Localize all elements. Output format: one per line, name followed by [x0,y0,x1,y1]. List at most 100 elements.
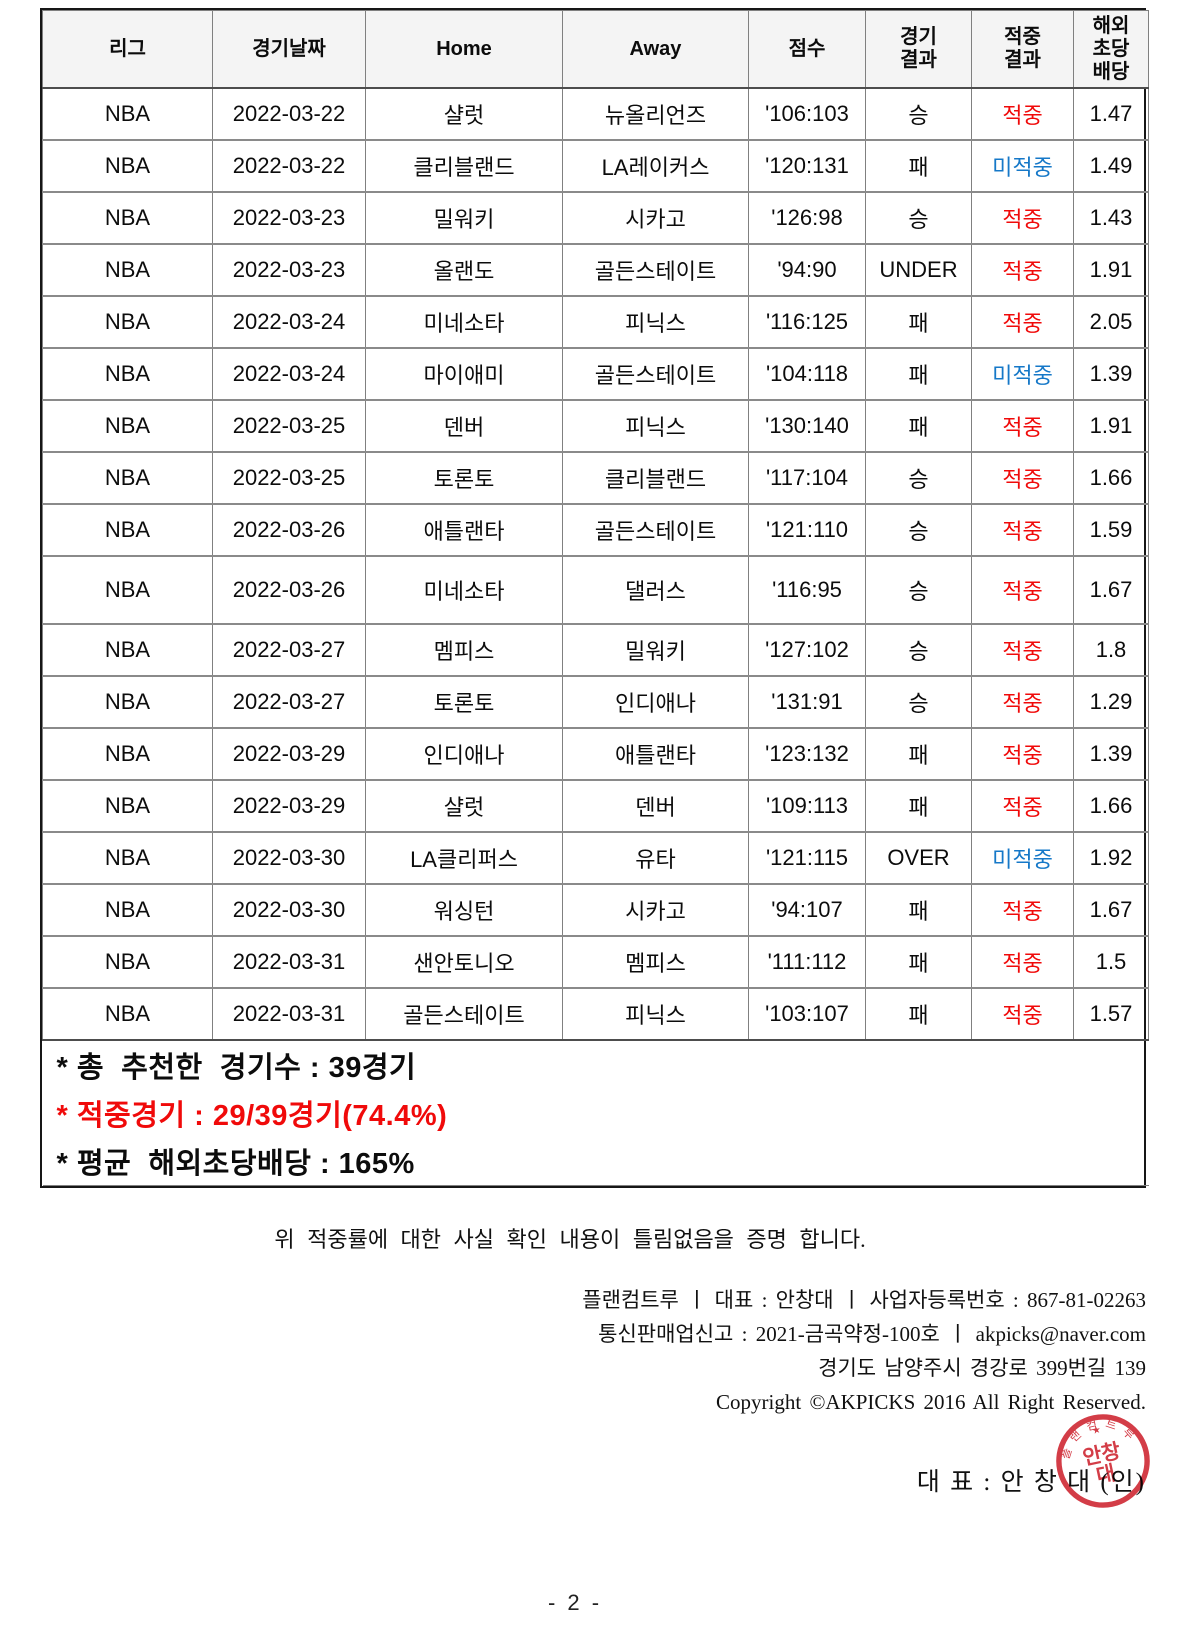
cell-score: '103:107 [748,987,866,1041]
cell-league: NBA [42,779,213,833]
cell-home: 클리블랜드 [365,139,563,193]
cell-hit: 적중 [971,987,1074,1041]
cell-odds: 1.8 [1073,623,1149,677]
cell-odds: 1.67 [1073,883,1149,937]
cell-date: 2022-03-30 [212,883,366,937]
cell-result: 승 [865,503,972,557]
cell-away: 골든스테이트 [562,503,749,557]
cell-league: NBA [42,883,213,937]
cell-hit: 적중 [971,87,1074,141]
games-table-body: NBA 2022-03-22 샬럿 뉴올리언즈 '106:103 승 적중 1.47 NBA 20… [42,87,1149,1041]
cell-away: 인디애나 [562,675,749,729]
cell-date: 2022-03-29 [212,779,366,833]
cell-date: 2022-03-23 [212,191,366,245]
cell-home: 덴버 [365,399,563,453]
cell-score: '111:112 [748,935,866,989]
cell-result: 승 [865,623,972,677]
cell-league: NBA [42,87,213,141]
cell-date: 2022-03-25 [212,399,366,453]
cell-away: 피닉스 [562,295,749,349]
column-header: 점수 [748,10,866,89]
cell-odds: 1.66 [1073,779,1149,833]
company-info-line-ecommerce: 통신판매업신고 : 2021-금곡약정-100호 ㅣ akpicks@naver… [598,1322,1146,1346]
cell-league: NBA [42,295,213,349]
cell-odds: 1.67 [1073,555,1149,625]
cell-date: 2022-03-24 [212,347,366,401]
cell-home: 토론토 [365,451,563,505]
cell-away: 멤피스 [562,935,749,989]
summary-line: * 총 추천한 경기수 : 39경기 [56,1052,417,1084]
cell-odds: 1.57 [1073,987,1149,1041]
cell-away: 피닉스 [562,399,749,453]
summary-row: * 총 추천한 경기수 : 39경기 * 적중경기 : 29/39경기(74.4%… [42,1039,1149,1186]
cell-score: '116:95 [748,555,866,625]
table-row: NBA 2022-03-24 마이애미 골든스테이트 '104:118 패 미적중 1.39 [42,347,1149,401]
cell-odds: 2.05 [1073,295,1149,349]
cell-away: 덴버 [562,779,749,833]
company-info: 플랜컴트루 ㅣ 대표 : 안창대 ㅣ 사업자등록번호 : 867-81-0226… [582,1283,1146,1419]
cell-date: 2022-03-26 [212,503,366,557]
cell-odds: 1.91 [1073,243,1149,297]
cell-odds: 1.43 [1073,191,1149,245]
cell-date: 2022-03-31 [212,987,366,1041]
cell-league: NBA [42,831,213,885]
stamp-center-text-2: 대 [1094,1462,1117,1488]
cell-result: OVER [865,831,972,885]
cell-odds: 1.66 [1073,451,1149,505]
cell-date: 2022-03-27 [212,675,366,729]
cell-home: 샬럿 [365,87,563,141]
cell-odds: 1.91 [1073,399,1149,453]
cell-result: 패 [865,987,972,1041]
cell-league: NBA [42,451,213,505]
cell-away: 골든스테이트 [562,347,749,401]
cell-league: NBA [42,243,213,297]
cell-home: 샬럿 [365,779,563,833]
cell-hit: 적중 [971,883,1074,937]
cell-result: 승 [865,555,972,625]
table-row: NBA 2022-03-30 워싱턴 시카고 '94:107 패 적중 1.67 [42,883,1149,937]
cell-league: NBA [42,191,213,245]
cell-result: 패 [865,883,972,937]
cell-home: 골든스테이트 [365,987,563,1041]
cell-date: 2022-03-26 [212,555,366,625]
table-row: NBA 2022-03-26 애틀랜타 골든스테이트 '121:110 승 적중 1.59 [42,503,1149,557]
cell-result: 패 [865,727,972,781]
table-row: NBA 2022-03-27 토론토 인디애나 '131:91 승 적중 1.29 [42,675,1149,729]
cell-result: 패 [865,779,972,833]
results-table: 리그 경기날짜 Home Away 점수 경기 결과 적중 결과 해외 초당 배당 NBA 20… [42,10,1149,1186]
stamp-star-icon: ★ [1091,1424,1102,1437]
cell-league: NBA [42,399,213,453]
results-table-frame: 리그 경기날짜 Home Away 점수 경기 결과 적중 결과 해외 초당 배당 NBA 20… [40,8,1149,1188]
stamp-ring [1056,1414,1150,1508]
company-info-line-copyright: Copyright ©AKPICKS 2016 All Right Reserv… [716,1390,1146,1414]
cell-score: '94:90 [748,243,866,297]
cell-odds: 1.5 [1073,935,1149,989]
cell-league: NBA [42,139,213,193]
cell-odds: 1.49 [1073,139,1149,193]
cell-score: '121:115 [748,831,866,885]
cell-score: '120:131 [748,139,866,193]
cell-result: 승 [865,191,972,245]
cell-date: 2022-03-22 [212,139,366,193]
cell-league: NBA [42,347,213,401]
table-row: NBA 2022-03-26 미네소타 댈러스 '116:95 승 적중 1.67 [42,555,1149,625]
cell-hit: 적중 [971,243,1074,297]
table-row: NBA 2022-03-24 미네소타 피닉스 '116:125 패 적중 2.05 [42,295,1149,349]
cell-hit: 적중 [971,675,1074,729]
column-header: 경기 결과 [865,10,972,89]
cell-odds: 1.39 [1073,347,1149,401]
representative-signature: 대 표 : 안 창 대 (인) [916,1469,1146,1496]
column-header: Home [365,10,563,89]
cell-result: 패 [865,139,972,193]
cell-hit: 적중 [971,399,1074,453]
table-row: NBA 2022-03-25 토론토 클리블랜드 '117:104 승 적중 1.66 [42,451,1149,505]
cell-league: NBA [42,675,213,729]
cell-league: NBA [42,727,213,781]
cell-date: 2022-03-23 [212,243,366,297]
cell-result: 패 [865,935,972,989]
cell-odds: 1.47 [1073,87,1149,141]
company-info-line-address: 경기도 남양주시 경강로 399번길 139 [818,1356,1146,1380]
table-row: NBA 2022-03-23 올랜도 골든스테이트 '94:90 UNDER 적중 1.91 [42,243,1149,297]
cell-hit: 적중 [971,503,1074,557]
table-row: NBA 2022-03-29 인디애나 애틀랜타 '123:132 패 적중 1.39 [42,727,1149,781]
